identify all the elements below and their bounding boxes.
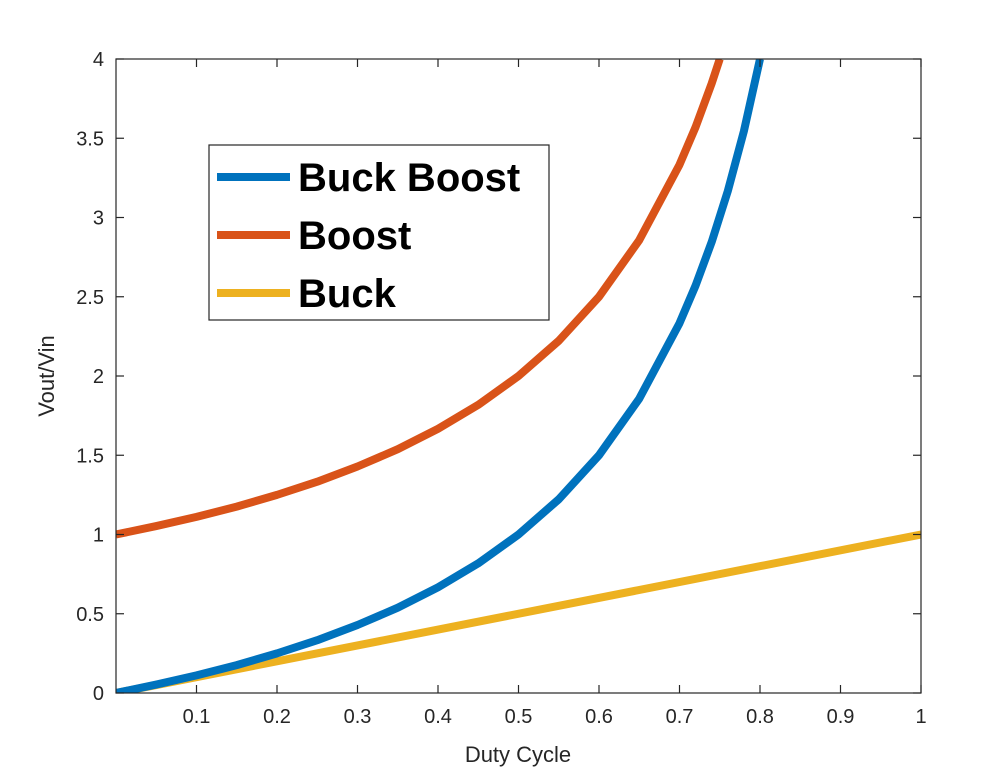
y-tick-label: 0 — [93, 683, 104, 705]
y-tick-label: 1 — [93, 525, 104, 547]
y-tick-label: 2.5 — [76, 287, 104, 309]
y-tick-label: 4 — [93, 49, 104, 71]
legend-label-boost: Boost — [298, 214, 411, 258]
series-line-buck — [116, 530, 921, 693]
series-line-buck-boost — [116, 59, 764, 693]
y-tick-label: 2 — [93, 366, 104, 388]
x-tick-label: 0.1 — [183, 706, 211, 728]
x-tick-label: 0.6 — [585, 706, 613, 728]
x-tick-label: 0.7 — [666, 706, 694, 728]
y-tick-label: 3.5 — [76, 128, 104, 150]
x-tick-label: 0.8 — [746, 706, 774, 728]
x-tick-label: 0.9 — [827, 706, 855, 728]
x-tick-label: 0.5 — [505, 706, 533, 728]
series-layer — [116, 59, 921, 693]
ticks-layer: 0.1 0.2 0.3 0.4 0.5 0.6 0.7 0.8 0.9 1 0 0.5 1 1.5 2 2.5… — [76, 49, 926, 728]
legend: Buck Boost Boost Buck — [208, 144, 550, 321]
y-tick-label: 3 — [93, 208, 104, 230]
x-tick-label: 0.3 — [344, 706, 372, 728]
y-tick-label: 1.5 — [76, 445, 104, 467]
x-tick-label: 1 — [915, 706, 926, 728]
series-line-boost — [116, 59, 724, 539]
legend-label-buck: Buck — [298, 272, 397, 316]
x-tick-label: 0.2 — [263, 706, 291, 728]
x-tick-label: 0.4 — [424, 706, 452, 728]
y-axis-label: Vout/Vin — [34, 335, 59, 417]
y-tick-label: 0.5 — [76, 604, 104, 626]
legend-label-buck-boost: Buck Boost — [298, 156, 520, 200]
x-axis-label: Duty Cycle — [465, 742, 571, 767]
